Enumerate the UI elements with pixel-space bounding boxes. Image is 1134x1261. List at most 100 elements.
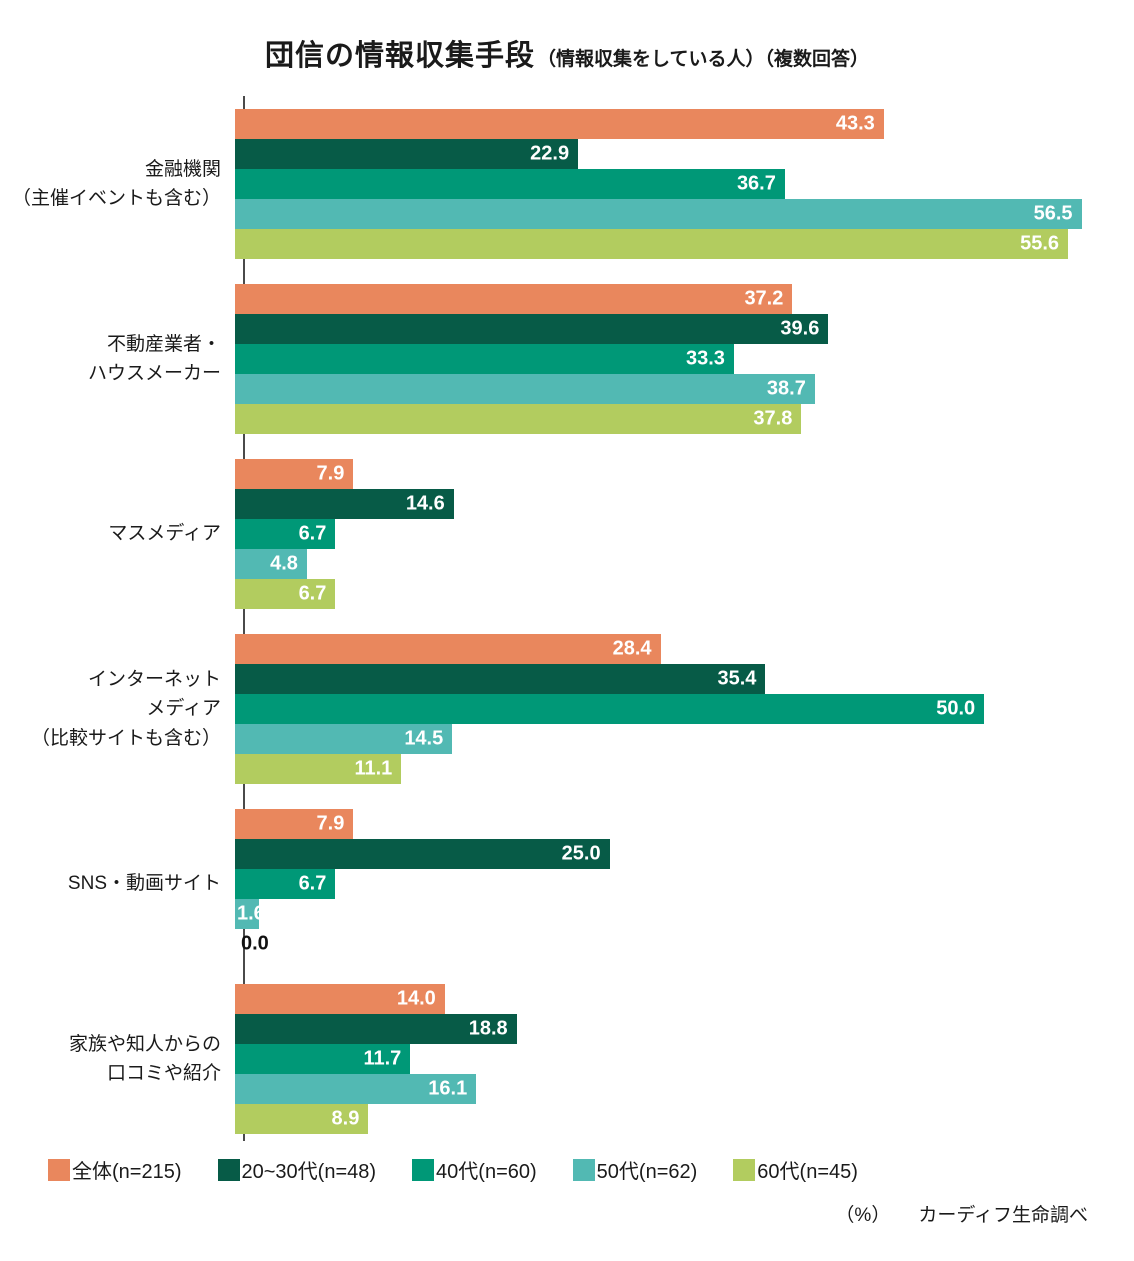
bar-row: 25.0: [235, 839, 1134, 869]
bar-cluster: 7.9 25.0 6.7 1.6 0.0: [235, 809, 1134, 959]
source-note: （%） カーディフ生命調べ: [0, 1200, 1134, 1227]
value-label: 35.4: [717, 667, 757, 690]
bar-row: 28.4: [235, 634, 1134, 664]
bar-row: 33.3: [235, 344, 1134, 374]
bar: 39.6: [235, 314, 829, 344]
value-label: 50.0: [936, 697, 976, 720]
legend-item: 20~30代(n=48): [217, 1155, 377, 1184]
value-label: 11.1: [354, 757, 393, 780]
bar: 11.1: [235, 754, 402, 784]
bar: 37.2: [235, 284, 793, 314]
value-label: 6.7: [298, 582, 327, 605]
legend-label: 60代(n=45): [757, 1161, 858, 1183]
bar-row: 22.9: [235, 139, 1134, 169]
value-label: 55.6: [1020, 232, 1060, 255]
legend-label: 全体(n=215): [72, 1161, 182, 1183]
category-label: SNS・動画サイト: [67, 873, 221, 895]
bar: 37.8: [235, 404, 802, 434]
value-label: 8.9: [331, 1107, 360, 1130]
bar-row: 0.0: [235, 929, 1134, 959]
bar: 11.7: [235, 1044, 411, 1074]
bar: 14.0: [235, 984, 445, 1014]
bar-row: 18.8: [235, 1014, 1134, 1044]
legend-item: 40代(n=60): [412, 1155, 537, 1184]
bar-row: 6.7: [235, 869, 1134, 899]
bar-row: 11.7: [235, 1044, 1134, 1074]
bar: 33.3: [235, 344, 734, 374]
bar: 36.7: [235, 169, 785, 199]
bar-row: 50.0: [235, 694, 1134, 724]
value-label: 39.6: [780, 317, 820, 340]
value-label: 37.2: [744, 287, 784, 310]
category-label: 金融機関 （主催イベントも含む）: [11, 158, 221, 209]
value-label: 14.5: [404, 727, 444, 750]
category-label: 家族や知人からの 口コミや紹介: [68, 1033, 221, 1084]
value-label: 1.6: [237, 902, 265, 925]
value-label: 14.0: [396, 987, 436, 1010]
category-label: マスメディア: [108, 523, 221, 545]
bar-row: 43.3: [235, 109, 1134, 139]
bar-row: 8.9: [235, 1104, 1134, 1134]
legend-swatch: [572, 1158, 595, 1181]
bar-row: 16.1: [235, 1074, 1134, 1104]
bar-cluster: 43.3 22.9 36.7 56.5 55.6: [235, 109, 1134, 259]
value-label: 18.8: [468, 1017, 508, 1040]
bar: 50.0: [235, 694, 985, 724]
chart-title-main: 団信の情報収集手段: [265, 40, 536, 72]
bar-cluster: 14.0 18.8 11.7 16.1 8.9: [235, 984, 1134, 1134]
bar: 7.9: [235, 809, 354, 839]
bar: 16.1: [235, 1074, 477, 1104]
bar: 28.4: [235, 634, 661, 664]
bar: 22.9: [235, 139, 579, 169]
bar: 14.6: [235, 489, 454, 519]
value-label: 22.9: [530, 142, 570, 165]
value-label: 33.3: [686, 347, 725, 370]
category-label: 不動産業者・ ハウスメーカー: [87, 333, 221, 384]
value-label: 16.1: [428, 1077, 468, 1100]
bar-row: 14.6: [235, 489, 1134, 519]
legend-label: 20~30代(n=48): [241, 1161, 377, 1183]
value-label: 6.7: [298, 522, 327, 545]
bar-row: 7.9: [235, 809, 1134, 839]
legend-swatch: [733, 1158, 756, 1181]
bar: 4.8: [235, 549, 307, 579]
bar: 6.7: [235, 579, 336, 609]
bar-row: 38.7: [235, 374, 1134, 404]
bar-row: 7.9: [235, 459, 1134, 489]
chart-title: 団信の情報収集手段 （情報収集をしている人）（複数回答）: [0, 0, 1134, 74]
category-label: インターネット メディア （比較サイトも含む）: [30, 668, 221, 749]
value-label: 25.0: [561, 842, 601, 865]
category-group: インターネット メディア （比較サイトも含む） 28.4 35.4 50.0 14.5 11.…: [0, 634, 1134, 784]
value-label: 6.7: [298, 872, 327, 895]
value-label: 0.0: [241, 932, 269, 955]
bar-row: 37.8: [235, 404, 1134, 434]
value-label: 36.7: [736, 172, 776, 195]
bar-groups: 金融機関 （主催イベントも含む） 43.3 22.9 36.7 56.5 55.6 不動産業者…: [0, 109, 1134, 1134]
legend-swatch: [48, 1158, 70, 1181]
value-label: 56.5: [1033, 202, 1073, 225]
bar: 38.7: [235, 374, 815, 404]
value-label: 4.8: [270, 552, 298, 575]
bar-row: 6.7: [235, 519, 1134, 549]
legend-item: 全体(n=215): [48, 1155, 182, 1184]
legend-item: 60代(n=45): [733, 1155, 858, 1184]
y-axis-line: [243, 96, 245, 1141]
legend-item: 50代(n=62): [572, 1155, 698, 1184]
bar-row: 11.1: [235, 754, 1134, 784]
value-label: 37.8: [753, 407, 793, 430]
category-group: 金融機関 （主催イベントも含む） 43.3 22.9 36.7 56.5 55.6: [0, 109, 1134, 259]
bar-row: 39.6: [235, 314, 1134, 344]
value-label: 7.9: [316, 812, 345, 835]
bar-row: 14.0: [235, 984, 1134, 1014]
bar: 14.5: [235, 724, 453, 754]
bar-row: 37.2: [235, 284, 1134, 314]
value-label: 43.3: [835, 112, 875, 135]
plot-area: 金融機関 （主催イベントも含む） 43.3 22.9 36.7 56.5 55.6 不動産業者…: [0, 96, 1134, 1141]
bar-cluster: 28.4 35.4 50.0 14.5 11.1: [235, 634, 1134, 784]
bar-cluster: 7.9 14.6 6.7 4.8 6.7: [235, 459, 1134, 609]
bar: 8.9: [235, 1104, 369, 1134]
bar-row: 1.6: [235, 899, 1134, 929]
value-label: 7.9: [316, 462, 345, 485]
bar-row: 6.7: [235, 579, 1134, 609]
legend-label: 50代(n=62): [596, 1161, 698, 1183]
